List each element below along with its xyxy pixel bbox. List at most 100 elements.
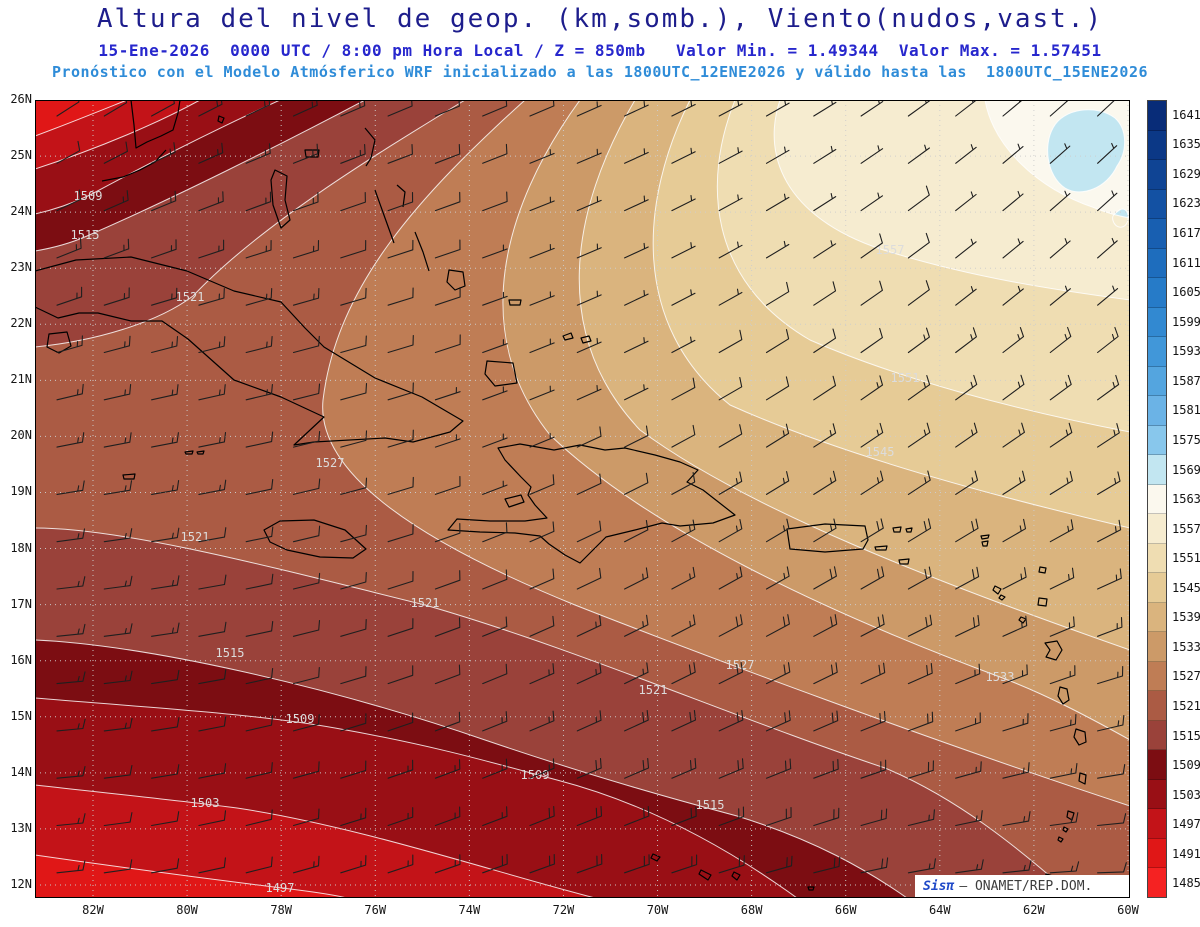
contour-label: 1503 [191,796,220,810]
colorbar-cell [1148,602,1166,633]
colorbar-cell [1148,248,1166,279]
contour-map: 1509 1515 1521 1557 1551 1545 1527 1521 1521 1527… [35,100,1130,898]
contour-lines [35,100,1130,898]
contour-label: 1527 [316,456,345,470]
colorbar-cell [1148,750,1166,780]
contour-label: 1557 [876,243,905,257]
contour-label: 1521 [181,530,210,544]
contour-label: 1509 [286,712,315,726]
colorbar-label: 1533 [1172,639,1200,654]
lon-label: 68W [740,903,763,917]
lat-label: 20N [10,428,32,443]
colorbar-label: 1545 [1172,580,1200,595]
lat-label: 24N [10,204,32,219]
forecast-line: Pronóstico con el Modelo Atmósferico WRF… [51,63,1149,81]
wind-barbs-layer [56,100,1127,874]
colorbar-cell [1148,779,1166,810]
lat-label: 15N [10,708,32,723]
lon-label: 64W [928,903,951,917]
contour-label: 1551 [891,371,920,385]
colorbar-label: 1563 [1172,492,1200,507]
lon-label: 74W [458,903,481,917]
colorbar-label: 1539 [1172,610,1200,625]
colorbar-cell [1148,307,1166,338]
lon-label: 78W [270,903,293,917]
colorbar-cell [1148,514,1166,544]
colorbar-label: 1485 [1172,876,1200,891]
colorbar-cell [1148,366,1166,397]
colorbar-label: 1497 [1172,817,1200,832]
colorbar-label: 1629 [1172,166,1200,181]
chart-title: Altura del nivel de geop. (km,somb.), Vi… [96,4,1104,34]
lon-label: 76W [364,903,387,917]
lat-label: 26N [10,92,32,106]
contour-label: 1545 [866,445,895,459]
contour-label: 1509 [521,768,550,782]
lat-label: 19N [10,484,32,499]
colorbar-label: 1641 [1172,107,1200,122]
colorbar-cell [1148,868,1166,897]
colorbar-cell [1148,632,1166,662]
colorbar-cell [1148,661,1166,692]
colorbar-label: 1551 [1172,551,1200,566]
band-1569 [1047,109,1125,192]
chart-subtitle: 15-Ene-2026 0000 UTC / 8:00 pm Hora Loca… [98,41,1102,60]
colorbar-cell [1148,425,1166,456]
colorbar-label: 1599 [1172,314,1200,329]
contour-label: 1521 [176,290,205,304]
map-border [35,100,1130,898]
colorbar-cell [1148,573,1166,603]
colorbar-cell [1148,691,1166,721]
colorbar-cell [1148,720,1166,751]
colorbar-cell [1148,396,1166,426]
lat-label: 17N [10,596,32,611]
contour-label: 1515 [696,798,725,812]
colorbar-cell [1148,219,1166,249]
lat-label: 23N [10,260,32,275]
colorbar-label: 1521 [1172,699,1200,714]
lon-label: 72W [552,903,575,917]
lat-label: 12N [10,876,32,891]
coastlines [35,100,1087,891]
colorbar [1147,100,1167,898]
colorbar-label: 1491 [1172,846,1200,861]
lat-label: 14N [10,764,32,779]
watermark-text: – ONAMET/REP.DOM. [959,878,1093,894]
colorbar-cell [1148,455,1166,485]
colorbar-label: 1575 [1172,432,1200,447]
colorbar-label: 1623 [1172,196,1200,211]
colorbar-label: 1569 [1172,462,1200,477]
colorbar-label: 1515 [1172,728,1200,743]
grid-lines [35,100,1130,898]
colorbar-cell [1148,278,1166,308]
colorbar-label: 1617 [1172,226,1200,241]
lat-label: 21N [10,372,32,387]
contour-label: 1521 [639,683,668,697]
map-area: 1509 1515 1521 1557 1551 1545 1527 1521 1521 1527… [35,100,1130,898]
lat-label: 13N [10,820,32,835]
colorbar-label: 1593 [1172,344,1200,359]
colorbar-label: 1527 [1172,669,1200,684]
colorbar-cell [1148,189,1166,220]
contour-label: 1515 [216,646,245,660]
lon-label: 80W [176,903,198,917]
contour-label: 1521 [411,596,440,610]
watermark: Sisπ – ONAMET/REP.DOM. [915,875,1129,897]
colorbar-cell [1148,809,1166,839]
colorbar-label: 1635 [1172,137,1200,152]
colorbar-label: 1611 [1172,255,1200,270]
contour-label: 1515 [71,228,100,242]
lat-label: 16N [10,652,32,667]
contour-label-layer: 1509 1515 1521 1557 1551 1545 1527 1521 1521 1527… [71,189,1015,895]
colorbar-cell [1148,130,1166,161]
colorbar-label: 1557 [1172,521,1200,536]
contour-label: 1497 [266,881,295,895]
colorbar-label: 1587 [1172,373,1200,388]
lon-label: 70W [646,903,669,917]
lon-label: 62W [1023,903,1045,917]
colorbar-cell [1148,160,1166,190]
colorbar-cell [1148,484,1166,515]
colorbar-label: 1509 [1172,758,1200,773]
contour-band [35,785,595,898]
contour-label: 1533 [986,670,1015,684]
